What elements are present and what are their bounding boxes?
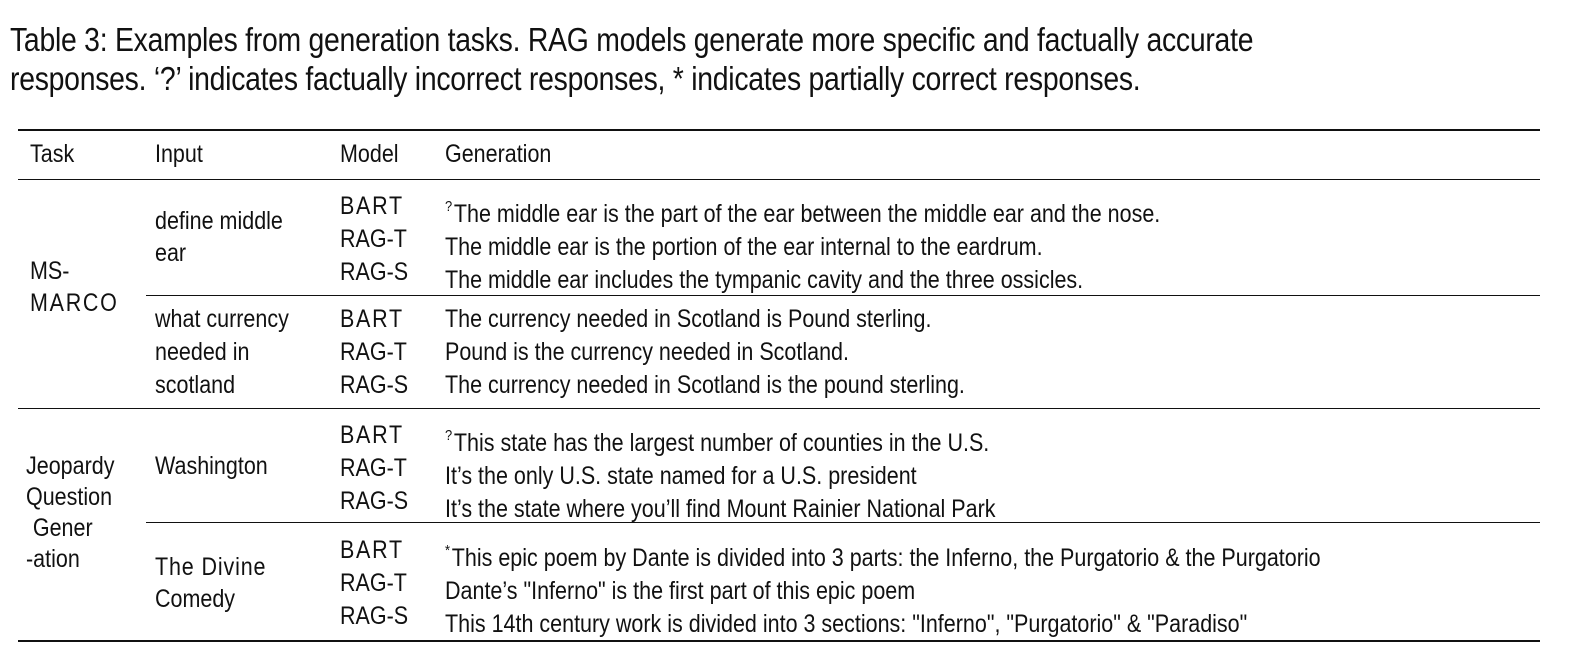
input-cell: Washington: [155, 452, 268, 480]
generation-cell: The currency needed in Scotland is Pound…: [445, 305, 965, 399]
generation-cell: *This epic poem by Dante is divided into…: [445, 542, 1321, 638]
caption-line-1: Table 3: Examples from generation tasks.…: [10, 21, 1254, 58]
generation-cell: ?This state has the largest number of co…: [445, 427, 996, 523]
input-cell: what currency needed in scotland: [155, 305, 289, 399]
incorrect-mark: ?: [445, 427, 453, 444]
table-caption: Table 3: Examples from generation tasks.…: [10, 20, 1343, 98]
header-rule: [18, 179, 1540, 180]
jeopardy-group-rule: [146, 522, 1540, 523]
table-top-rule: [18, 129, 1540, 131]
header-task: Task: [30, 140, 75, 168]
input-cell: The Divine Comedy: [155, 553, 267, 613]
model-cell: BART RAG-T RAG-S: [340, 192, 409, 286]
section-rule: [18, 408, 1540, 409]
table-bottom-rule: [18, 640, 1540, 642]
header-generation: Generation: [445, 140, 552, 168]
input-cell: define middle ear: [155, 207, 283, 267]
header-input: Input: [155, 140, 203, 168]
msmarco-group-rule: [146, 295, 1540, 296]
partially-correct-mark: *: [445, 542, 451, 559]
caption-line-2: responses. ‘?’ indicates factually incor…: [10, 60, 1141, 97]
generation-cell: ?The middle ear is the part of the ear b…: [445, 198, 1161, 294]
model-cell: BART RAG-T RAG-S: [340, 421, 409, 515]
incorrect-mark: ?: [445, 198, 453, 215]
header-model: Model: [340, 140, 399, 168]
task-cell-msmarco: MS- MARCO: [30, 257, 119, 317]
task-cell-jeopardy: Jeopardy Question Gener -ation: [26, 452, 115, 573]
model-cell: BART RAG-T RAG-S: [340, 305, 409, 399]
model-cell: BART RAG-T RAG-S: [340, 536, 409, 630]
